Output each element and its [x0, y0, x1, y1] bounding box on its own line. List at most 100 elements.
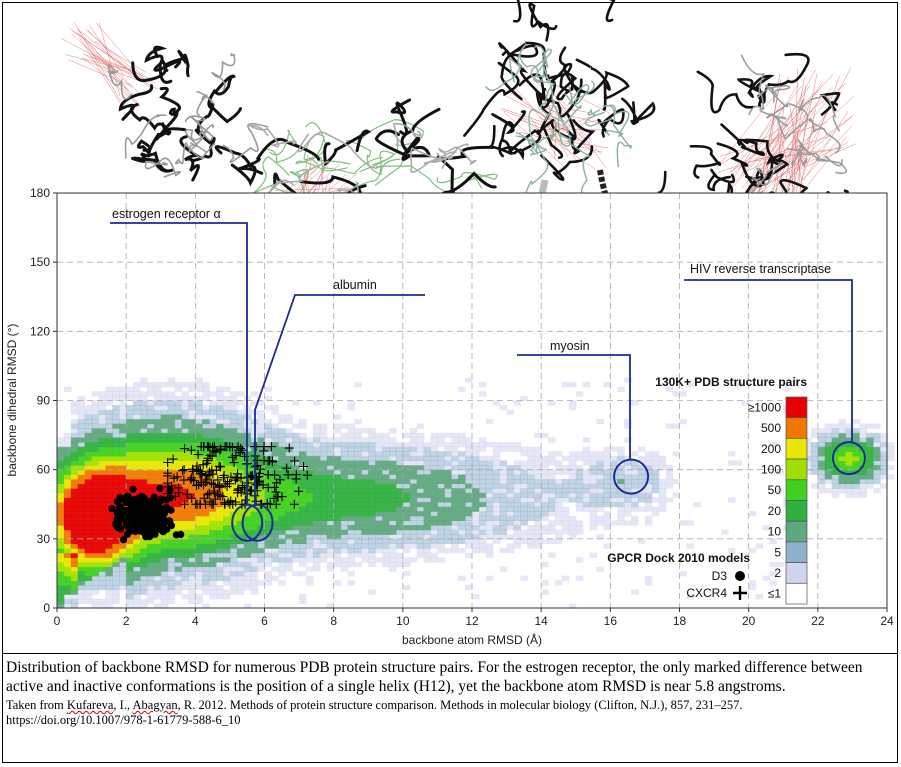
heatmap-cell — [575, 497, 584, 503]
heatmap-cell — [347, 492, 356, 498]
heatmap-cell — [603, 446, 611, 452]
heatmap-cell — [541, 465, 549, 471]
heatmap-cell — [409, 451, 418, 457]
heatmap-cell — [838, 432, 847, 438]
heatmap-cell — [195, 414, 203, 420]
caption-citation: Taken from Kufareva, I., Abagyan, R. 201… — [6, 698, 886, 728]
heatmap-cell — [216, 529, 224, 535]
heatmap-cell — [596, 497, 605, 503]
heatmap-cell — [859, 478, 867, 485]
cxcr4-point — [206, 478, 216, 488]
heatmap-cell — [77, 543, 86, 549]
heatmap-cell — [98, 538, 107, 545]
albumin-marker — [241, 503, 274, 542]
x-tick-label: 0 — [54, 614, 61, 628]
cxcr4-point — [290, 456, 300, 466]
heatmap-cell — [451, 478, 459, 485]
heatmap-cell — [603, 488, 611, 494]
heatmap-cell — [416, 488, 425, 494]
heatmap-cell — [98, 437, 107, 443]
heatmap-cell — [347, 469, 356, 475]
cxcr4-point — [196, 468, 206, 478]
heatmap-cell — [209, 400, 217, 406]
heatmap-cell — [202, 511, 210, 517]
heatmap-cell — [824, 474, 833, 480]
heatmap-cell — [465, 538, 473, 545]
heatmap-cell — [368, 520, 376, 526]
heatmap-cell — [236, 584, 245, 591]
heatmap-cell — [98, 474, 107, 480]
heatmap-cell — [98, 534, 107, 540]
heatmap-cell — [354, 465, 362, 471]
cxcr4-point — [282, 463, 292, 473]
heatmap-cell — [98, 580, 107, 586]
heatmap-cell — [167, 391, 176, 397]
heatmap-cell — [389, 478, 397, 485]
heatmap-cell — [70, 511, 79, 517]
heatmap-cell — [236, 409, 245, 415]
heatmap-cell — [617, 386, 625, 392]
heatmap-cell — [278, 515, 286, 521]
heatmap-cell — [84, 451, 93, 457]
heatmap-cell — [112, 437, 120, 443]
heatmap-cell — [112, 423, 120, 429]
heatmap-cell — [264, 395, 273, 402]
cxcr4-point — [207, 451, 217, 461]
heatmap-cell — [84, 584, 93, 591]
heatmap-cell — [430, 437, 439, 443]
heatmap-cell — [631, 492, 639, 498]
heatmap-cell — [644, 580, 653, 586]
heatmap-cell — [354, 446, 362, 452]
displacement-line — [803, 111, 849, 181]
heatmap-cell — [126, 428, 134, 434]
heatmap-cell — [188, 478, 196, 485]
heatmap-cell — [278, 442, 286, 448]
heatmap-cell — [430, 538, 439, 545]
heatmap-cell — [382, 474, 390, 480]
heatmap-cell — [416, 437, 425, 443]
heatmap-cell — [174, 423, 183, 429]
heatmap-cell — [278, 538, 286, 545]
heatmap-cell — [361, 534, 369, 540]
heatmap-cell — [382, 492, 390, 498]
heatmap-cell — [333, 525, 342, 531]
heatmap-cell — [63, 594, 72, 600]
cxcr4-point — [263, 470, 273, 480]
heatmap-cell — [423, 501, 432, 508]
heatmap-cell — [534, 455, 542, 462]
heatmap-cell — [174, 400, 183, 406]
ribbon-segment — [757, 84, 791, 98]
heatmap-cell — [292, 525, 300, 531]
heatmap-cell — [845, 446, 854, 452]
legend-label: ≥1000 — [748, 400, 782, 414]
heatmap-cell — [520, 506, 528, 512]
heatmap-cell — [375, 442, 383, 448]
heatmap-cell — [195, 460, 203, 466]
heatmap-cell — [451, 525, 459, 531]
heatmap-cell — [423, 525, 432, 531]
heatmap-cell — [568, 515, 577, 521]
heatmap-cell — [548, 400, 556, 406]
heatmap-cell — [402, 446, 411, 452]
heatmap-cell — [77, 488, 86, 494]
heatmap-cell — [644, 506, 653, 512]
heatmap-cell — [153, 437, 162, 443]
heatmap-cell — [409, 534, 418, 540]
heatmap-cell — [472, 548, 480, 554]
heatmap-cell — [527, 474, 535, 480]
heatmap-cell — [548, 483, 556, 489]
heatmap-cell — [458, 538, 466, 545]
heatmap-cell — [326, 529, 335, 535]
heatmap-cell — [195, 515, 203, 521]
heatmap-cell — [423, 442, 432, 448]
heatmap-cell — [368, 428, 376, 434]
heatmap-cell — [126, 474, 134, 480]
heatmap-cell — [444, 534, 452, 540]
displacement-line — [69, 28, 139, 77]
heatmap-cell — [160, 538, 169, 545]
heatmap-cell — [451, 451, 459, 457]
heatmap-cell — [216, 409, 224, 415]
heatmap-cell — [887, 455, 895, 462]
heatmap-cell — [485, 543, 494, 549]
heatmap-cell — [292, 460, 300, 466]
